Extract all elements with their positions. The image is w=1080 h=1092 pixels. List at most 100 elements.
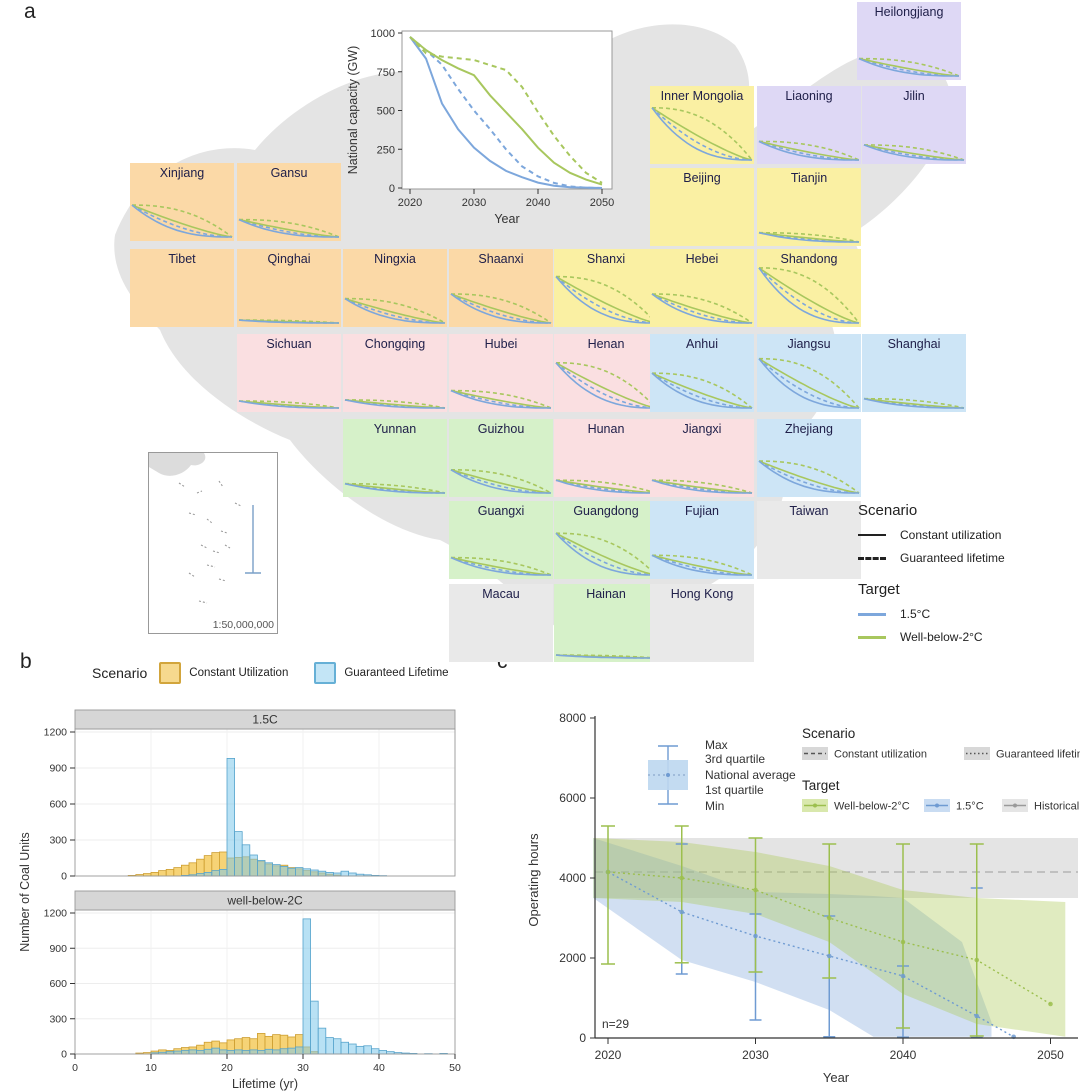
sparkline-series	[555, 479, 657, 494]
target-item-label: 1.5°C	[956, 801, 984, 813]
sparkline-series	[451, 468, 552, 494]
sparkline-series	[555, 532, 657, 576]
tile-sparkline	[651, 479, 753, 494]
tile-sparkline	[651, 372, 753, 409]
sparkline-series	[345, 482, 446, 494]
tile-label: Macau	[482, 587, 520, 601]
tile-hainan: Hainan	[554, 584, 658, 662]
sparkline-series	[652, 372, 753, 409]
mean-point	[753, 887, 758, 893]
y-axis-title: Number of Coal Units	[18, 832, 32, 952]
tile-label: Shandong	[780, 252, 838, 266]
sparkline-series	[651, 479, 752, 494]
x-axis-title: Lifetime (yr)	[232, 1077, 298, 1091]
sparkline-series	[132, 204, 233, 238]
mean-point	[679, 909, 685, 915]
hist-bar	[234, 1049, 243, 1055]
sparkline-series	[652, 293, 753, 324]
guaranteed-lifetime-swatch-icon	[314, 662, 337, 684]
sparkline-series	[863, 144, 964, 161]
sparkline-series	[859, 57, 960, 77]
tile-sparkline	[758, 357, 860, 409]
hist-bar	[340, 870, 349, 877]
sparkline-series	[863, 397, 965, 409]
tile-hebei: Hebei	[650, 249, 754, 327]
tile-label: Hubei	[484, 337, 518, 351]
tile-macau: Macau	[449, 584, 553, 662]
x-tick-label: 40	[373, 1062, 385, 1074]
dashed-line-icon	[858, 556, 886, 560]
sparkline-series	[651, 554, 752, 576]
legend-well-below-2c: Well-below-2°C	[900, 630, 983, 644]
national-series	[409, 36, 603, 186]
tile-sparkline	[238, 400, 340, 409]
y-tick-label: 900	[49, 763, 67, 775]
tile-label: Guangdong	[573, 504, 639, 518]
sparkline-series	[450, 293, 552, 324]
hist-bar	[218, 1049, 228, 1055]
x-tick-label: 2050	[1037, 1048, 1064, 1062]
legend-guaranteed-lifetime: Guaranteed lifetime	[900, 551, 1005, 565]
hist-bar	[218, 868, 228, 877]
sparkline-series	[555, 532, 656, 576]
tile-zhejiang: Zhejiang	[757, 419, 861, 497]
tile-sparkline	[758, 231, 860, 243]
sparkline-series	[651, 479, 753, 494]
tile-sparkline	[858, 57, 960, 77]
sparkline-series	[131, 204, 233, 238]
tile-heilongjiang: Heilongjiang	[857, 2, 961, 80]
sparkline-series	[131, 204, 232, 238]
mean-point	[900, 939, 906, 945]
tile-hunan: Hunan	[554, 419, 658, 497]
tile-sparkline	[450, 556, 552, 576]
panel-b-label: b	[20, 650, 32, 673]
hist-bar	[310, 1000, 319, 1055]
green-line-icon	[858, 635, 886, 639]
sparkline-series	[863, 397, 964, 409]
boxplot-label: Min	[705, 799, 724, 813]
hist-bar	[332, 1038, 342, 1055]
tile-tibet: Tibet	[130, 249, 234, 327]
sparkline-series	[758, 231, 860, 243]
y-tick-label: 6000	[559, 791, 586, 805]
target-item-label: Historical	[1034, 801, 1079, 813]
sparkline-series	[556, 361, 657, 409]
tile-sparkline	[651, 293, 753, 324]
y-tick-label: 250	[377, 144, 395, 156]
hist-bar	[370, 1048, 380, 1055]
sparkline-series	[758, 231, 859, 243]
tile-sparkline	[238, 218, 340, 238]
hist-bar	[203, 1048, 213, 1055]
lifetime-histograms-chart: 1.5C03006009001200well-below-2C030060090…	[18, 709, 461, 1091]
tile-yunnan: Yunnan	[343, 419, 447, 497]
x-tick-label: 2030	[462, 197, 486, 209]
tile-ningxia: Ningxia	[343, 249, 447, 327]
sparkline-series	[758, 358, 860, 409]
tile-shanxi: Shanxi	[554, 249, 658, 327]
legend-target-title: Target	[858, 581, 900, 598]
sparkline-series	[450, 469, 551, 494]
sparkline-series	[555, 362, 657, 409]
tile-sparkline	[344, 399, 446, 409]
sparkline-series	[651, 107, 753, 161]
tile-xinjiang: Xinjiang	[130, 163, 234, 241]
hist-bar	[264, 1048, 273, 1055]
sparkline-series	[758, 267, 859, 324]
y-tick-label: 300	[49, 835, 67, 847]
hist-bar	[355, 1045, 365, 1055]
hist-bar	[180, 1050, 190, 1055]
tile-guangxi: Guangxi	[449, 501, 553, 579]
hist-bar	[302, 868, 311, 877]
sparkline-series	[450, 389, 552, 409]
hist-bar	[211, 870, 220, 877]
y-tick-label: 4000	[559, 871, 586, 885]
tile-sparkline	[863, 144, 965, 161]
facet-strip-label: 1.5C	[252, 713, 278, 727]
tile-sparkline	[555, 275, 657, 324]
tile-label: Chongqing	[364, 337, 426, 351]
sparkline-series	[758, 358, 859, 409]
y-tick-label: 300	[49, 1013, 67, 1025]
y-tick-label: 600	[49, 978, 67, 990]
sparkline-series	[344, 297, 445, 324]
